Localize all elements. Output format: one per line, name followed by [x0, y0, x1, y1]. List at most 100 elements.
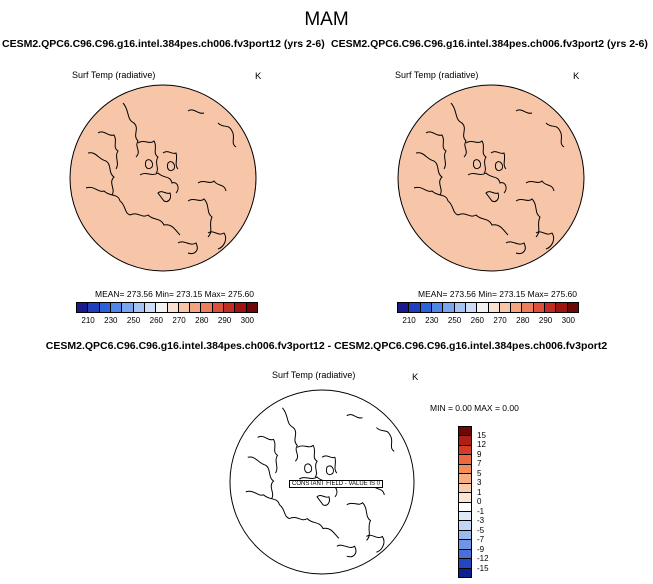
diff-colorbar-swatch [459, 559, 471, 569]
panel-left-coastline [197, 180, 227, 192]
panel-right-colorbar-swatch [409, 303, 421, 312]
diff-colorbar-swatch [459, 521, 471, 531]
panel-left-colorbar-swatch [122, 303, 134, 312]
panel-left-coastline [177, 241, 198, 254]
panel-left-coastline [137, 140, 159, 174]
panel-left-colorbar-tick-label: 210 [81, 316, 95, 325]
panel-left-coastline [122, 102, 139, 158]
panel-right-colorbar-swatch [420, 303, 432, 312]
panel-left-coastlines [85, 102, 237, 254]
panel-right-colorbar-swatch [488, 303, 500, 312]
panel-right-colorbar [397, 302, 579, 313]
constant-field-label: CONSTANT FIELD - VALUE IS 0 [289, 480, 384, 488]
panel-left-stats: MEAN= 273.56 Min= 273.15 Max= 275.60 [95, 289, 255, 299]
diff-colorbar-swatch [459, 530, 471, 541]
diff-colorbar-tick-label: 15 [477, 430, 486, 440]
panel-right-colorbar-swatch [454, 303, 466, 312]
diff-coastline [245, 490, 290, 520]
diff-units-label: K [412, 372, 419, 383]
panel-left-coastline [129, 213, 181, 236]
panel-right-colorbar-tick-label: 290 [538, 316, 553, 325]
diff-colorbar-swatch [459, 427, 471, 437]
diff-panel-title: CESM2.QPC6.C96.C96.g16.intel.384pes.ch00… [45, 340, 608, 352]
panel-left-colorbar-swatch [235, 303, 247, 312]
diff-coastline [366, 534, 385, 553]
diff-colorbar-swatch [459, 483, 471, 494]
panel-right-coastline [465, 140, 487, 174]
panel-left-colorbar-swatch [201, 303, 213, 312]
panel-left-colorbar-swatch [212, 303, 225, 312]
panel-left-map-disc [69, 84, 257, 272]
panel-right-colorbar-tick-label: 210 [402, 316, 416, 325]
panel-left-colorbar-swatch [224, 303, 236, 312]
panel-right-coastline [457, 213, 509, 236]
diff-colorbar-tick-label: 9 [477, 449, 482, 459]
diff-coastline [296, 444, 318, 478]
panel-left-colorbar-tick-label: 260 [149, 316, 163, 325]
diff-coastline [304, 463, 313, 474]
diff-colorbar-swatch [459, 455, 471, 465]
diff-colorbar-tick-label: -9 [477, 544, 485, 554]
diff-coastline [336, 544, 357, 558]
diff-colorbar [458, 426, 472, 578]
diff-colorbar-tick-label: 5 [477, 468, 482, 478]
panel-right-map-disc [397, 84, 585, 272]
panel-left-coastline [145, 159, 153, 170]
panel-left-coastline [217, 122, 237, 148]
panel-left-colorbar-tick-label: 230 [104, 316, 118, 325]
panel-right-colorbar-swatch [522, 303, 534, 312]
diff-colorbar-tick-label: -5 [477, 525, 485, 535]
panel-left-colorbar-swatch [144, 303, 157, 312]
panel-left-colorbar-swatch [156, 303, 168, 312]
panel-right-colorbar-swatch [511, 303, 523, 312]
panel-right-coastline [545, 122, 565, 148]
diff-stats: MIN = 0.00 MAX = 0.00 [430, 403, 519, 413]
panel-right-colorbar-tick-label: 250 [447, 316, 462, 325]
panel-right-coastline [495, 161, 503, 172]
diff-colorbar-tick-label: -12 [477, 554, 489, 563]
panel-right-colorbar-swatch [499, 303, 512, 312]
diff-colorbar-tick-label: 3 [477, 478, 482, 487]
diff-colorbar-tick-label: -7 [477, 535, 485, 544]
panel-right-coastline [415, 152, 443, 196]
diff-colorbar-tick-label: -3 [477, 516, 485, 525]
diff-colorbar-tick-label: 1 [477, 487, 482, 497]
diff-colorbar-swatch [459, 568, 471, 577]
panel-right-coastline [535, 231, 555, 250]
panel-right-colorbar-swatch [431, 303, 444, 312]
diff-colorbar-swatch [459, 474, 471, 484]
diff-coastline [316, 494, 330, 506]
panel-right-stats: MEAN= 273.56 Min= 273.15 Max= 275.60 [418, 289, 578, 299]
panel-left-colorbar-swatch [178, 303, 191, 312]
panel-right-coastline [413, 186, 459, 216]
panel-right-colorbar-tick-label: 300 [561, 316, 575, 325]
panel-left-coastline [85, 186, 131, 216]
panel-left-colorbar [76, 302, 258, 313]
panel-left-colorbar-tick-label: 300 [240, 316, 254, 325]
diff-coastline [321, 455, 338, 474]
panel-right-colorbar-tick-label: 260 [470, 316, 484, 325]
panel-right-coastline [505, 241, 526, 254]
panel-left-units-label: K [255, 71, 262, 82]
diff-colorbar-swatch [459, 445, 471, 456]
diff-coastlines [245, 407, 395, 558]
panel-right-colorbar-swatch [465, 303, 478, 312]
panel-right-units-label: K [573, 71, 580, 82]
diff-coastline [257, 435, 279, 474]
panel-left-polar-map [69, 84, 257, 272]
diff-colorbar-tick-label: -1 [477, 506, 485, 516]
diff-variable-label: Surf Temp (radiative) [272, 370, 356, 380]
diff-colorbar-swatch [459, 540, 471, 550]
panel-left-coastline [167, 161, 175, 172]
panel-right-colorbar-swatch [533, 303, 546, 312]
panel-right-coastline [525, 180, 555, 192]
panel-right-variable-label: Surf Temp (radiative) [395, 70, 479, 80]
diff-colorbar-swatch [459, 436, 471, 446]
panel-left-coastline [187, 109, 205, 114]
diff-coastline [247, 456, 275, 500]
panel-right-polar-map [397, 84, 585, 272]
panel-left-colorbar-swatch [110, 303, 123, 312]
diff-colorbar-swatch [459, 464, 471, 475]
panel-left-coastline [187, 198, 213, 238]
panel-right-coastline [485, 191, 499, 202]
